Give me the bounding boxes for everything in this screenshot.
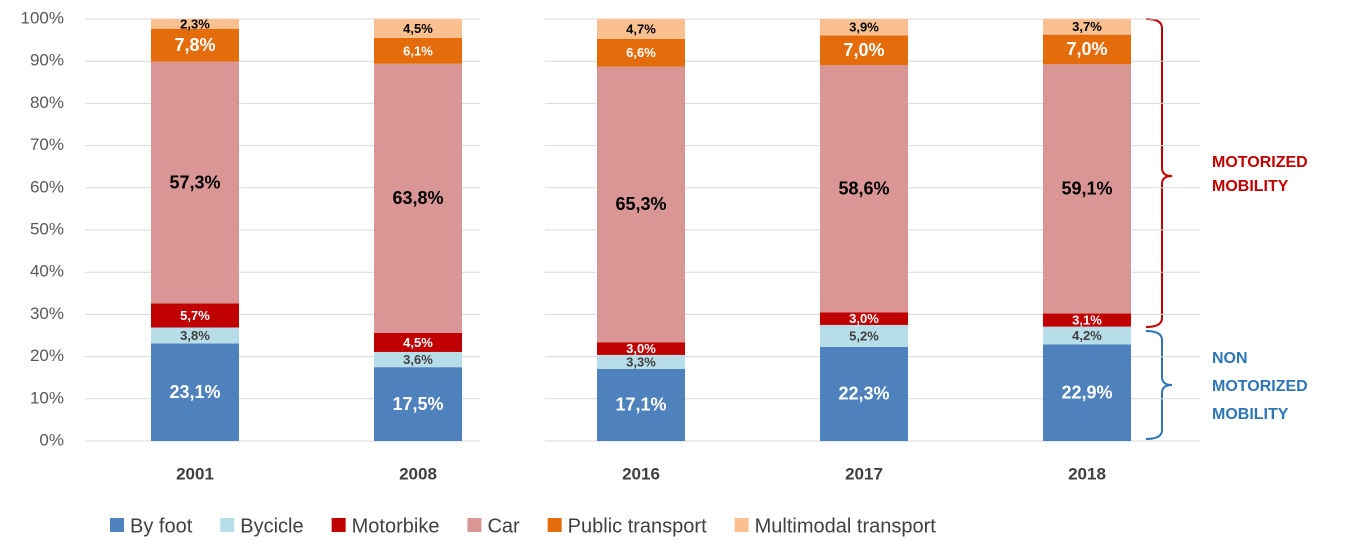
- motorized-brace: [1145, 18, 1173, 328]
- bar-segment: [1043, 19, 1131, 35]
- value-label: 2,3%: [180, 16, 210, 31]
- bar-segment: [820, 35, 908, 65]
- legend-label: Multimodal transport: [755, 515, 937, 537]
- bar-segment: [597, 66, 685, 343]
- bar-segment: [374, 351, 462, 368]
- bar-segment: [597, 38, 685, 67]
- value-label: 3,6%: [403, 352, 433, 367]
- annotation: MOTORIZED: [1212, 378, 1308, 395]
- legend-swatch: [734, 518, 749, 532]
- value-label: 4,5%: [403, 21, 433, 36]
- value-label: 6,1%: [403, 43, 433, 58]
- annotation: MOBILITY: [1212, 406, 1289, 423]
- value-label: 17,5%: [392, 394, 443, 414]
- value-label: 22,3%: [838, 384, 889, 404]
- annotation: MOTORIZED: [1212, 154, 1308, 171]
- legend-swatch: [110, 518, 124, 532]
- value-label: 3,1%: [1072, 313, 1102, 328]
- bar-segment: [1043, 326, 1131, 345]
- bar-segment: [820, 64, 908, 313]
- legend-swatch: [467, 518, 482, 532]
- bar-segment: [151, 303, 239, 328]
- value-label: 58,6%: [838, 178, 889, 198]
- bar-segment: [374, 19, 462, 38]
- bar-segment: [820, 346, 908, 441]
- legend-label: By foot: [130, 515, 193, 537]
- x-tick-label: 2018: [1068, 464, 1106, 483]
- y-tick-label: 60%: [30, 177, 64, 196]
- x-tick-label: 2001: [176, 464, 214, 483]
- y-tick-label: 50%: [30, 219, 64, 238]
- y-tick-label: 10%: [30, 388, 64, 407]
- value-label: 4,2%: [1072, 328, 1102, 343]
- value-label: 7,0%: [1066, 39, 1107, 59]
- value-label: 22,9%: [1061, 382, 1112, 402]
- bar-segment: [820, 19, 908, 36]
- legend-swatch: [547, 518, 562, 532]
- value-label: 65,3%: [615, 194, 666, 214]
- legend-label: Public transport: [568, 515, 707, 537]
- bar-segment: [151, 61, 239, 304]
- value-label: 17,1%: [615, 395, 666, 415]
- value-label: 6,6%: [626, 45, 656, 60]
- y-tick-label: 20%: [30, 346, 64, 365]
- y-tick-label: 100%: [21, 8, 64, 27]
- bar-segment: [151, 343, 239, 441]
- y-tick-label: 30%: [30, 304, 64, 323]
- bar-segment: [151, 19, 239, 29]
- legend-label: Car: [487, 515, 520, 537]
- y-tick-label: 0%: [39, 430, 64, 449]
- value-label: 3,0%: [849, 311, 879, 326]
- bar-segment: [597, 354, 685, 369]
- value-label: 3,3%: [626, 354, 656, 369]
- annotation: MOBILITY: [1212, 178, 1289, 195]
- value-label: 57,3%: [169, 172, 220, 192]
- value-label: 7,0%: [843, 40, 884, 60]
- bar-segment: [151, 327, 239, 344]
- bar-segment: [151, 28, 239, 62]
- bar-segment: [820, 312, 908, 325]
- bar-segment: [597, 342, 685, 355]
- x-tick-label: 2017: [845, 464, 883, 483]
- y-tick-label: 90%: [30, 51, 64, 70]
- bar-segment: [820, 324, 908, 347]
- y-tick-label: 70%: [30, 135, 64, 154]
- value-label: 63,8%: [392, 188, 443, 208]
- bar-segment: [374, 332, 462, 352]
- value-label: 59,1%: [1061, 179, 1112, 199]
- value-label: 5,2%: [849, 328, 879, 343]
- legend-label: Motorbike: [352, 515, 440, 537]
- x-tick-label: 2008: [399, 464, 437, 483]
- bar-segment: [1043, 64, 1131, 314]
- value-label: 3,7%: [1072, 19, 1102, 34]
- value-label: 3,8%: [180, 328, 210, 343]
- x-tick-label: 2016: [622, 464, 660, 483]
- value-label: 7,8%: [174, 35, 215, 55]
- value-label: 5,7%: [180, 308, 210, 323]
- y-tick-label: 40%: [30, 262, 64, 281]
- bar-segment: [1043, 313, 1131, 327]
- legend-swatch: [331, 518, 346, 532]
- value-label: 3,0%: [626, 341, 656, 356]
- value-label: 4,5%: [403, 335, 433, 350]
- non-motorized-brace: [1145, 330, 1173, 440]
- bar-segment: [1043, 34, 1131, 65]
- bar-segment: [597, 19, 685, 39]
- legend-label: Bycicle: [240, 515, 303, 537]
- value-label: 4,7%: [626, 21, 656, 36]
- value-label: 3,9%: [849, 20, 879, 35]
- annotation: NON: [1212, 350, 1248, 367]
- value-label: 23,1%: [169, 382, 220, 402]
- legend-swatch: [220, 518, 235, 532]
- bar-segment: [1043, 344, 1131, 441]
- bar-segment: [374, 63, 462, 333]
- y-tick-label: 80%: [30, 93, 64, 112]
- bar-segment: [374, 367, 462, 441]
- bar-segment: [597, 368, 685, 441]
- bar-segment: [374, 37, 462, 64]
